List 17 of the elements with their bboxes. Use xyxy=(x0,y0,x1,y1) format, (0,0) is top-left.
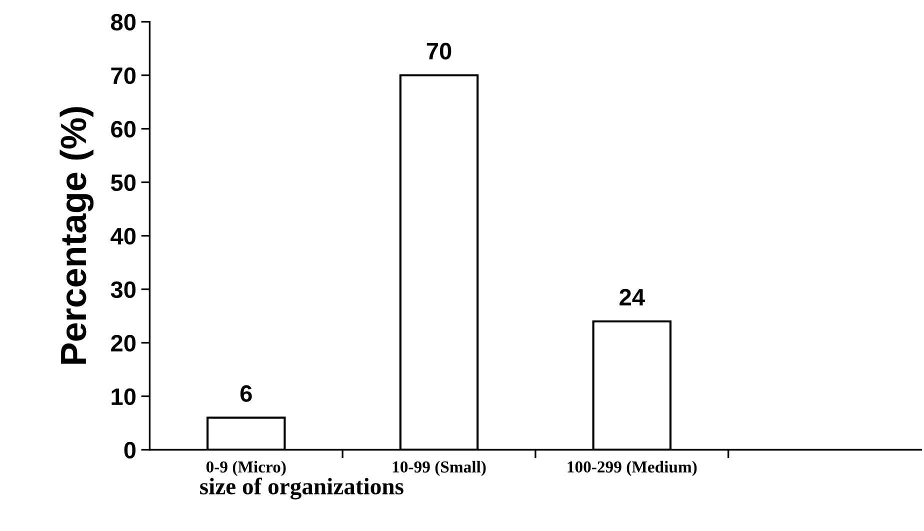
data-label: 70 xyxy=(426,42,452,60)
y-tick-label: 60 xyxy=(111,120,136,138)
data-label: 24 xyxy=(620,288,645,306)
x-tick-label: 10-99 (Small) xyxy=(392,460,486,476)
x-axis-title: size of organizations xyxy=(200,478,404,500)
y-axis-title: Percentage (%) xyxy=(60,107,94,364)
y-tick-label: 30 xyxy=(110,281,136,298)
y-tick-label: 70 xyxy=(111,67,136,84)
y-tick-label: 40 xyxy=(110,228,136,245)
x-tick-label: 100-299 (Medium) xyxy=(568,460,697,476)
data-label: 6 xyxy=(240,385,252,402)
y-tick-label: 20 xyxy=(111,334,136,352)
y-tick-label: 0 xyxy=(124,442,136,459)
y-tick-label: 80 xyxy=(110,14,136,31)
x-tick-label: 0-9 (Micro) xyxy=(206,460,286,476)
y-tick-label: 50 xyxy=(110,174,136,192)
y-tick-label: 10 xyxy=(112,388,136,406)
